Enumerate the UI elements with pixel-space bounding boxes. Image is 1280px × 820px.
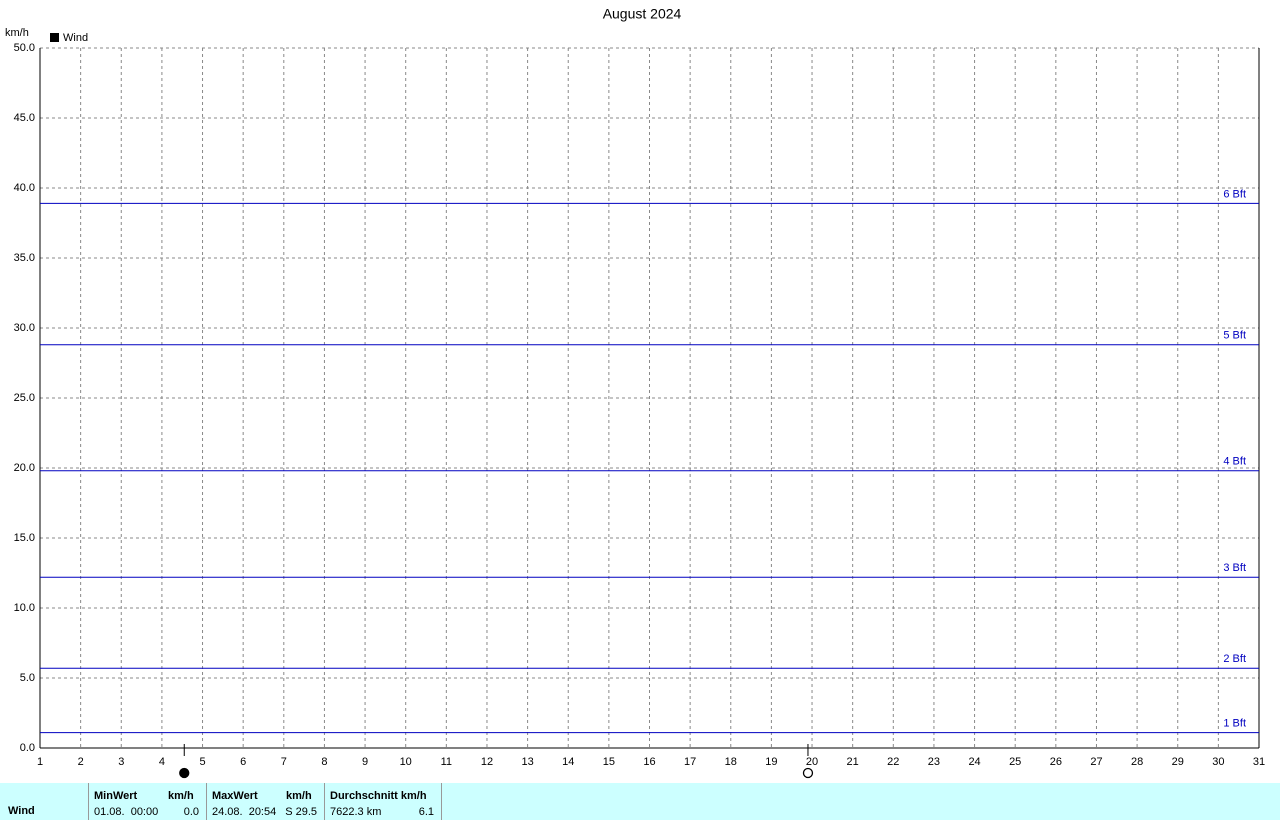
row-label: Wind: [8, 805, 35, 817]
x-tick-label: 1: [37, 756, 43, 768]
column-header: MinWert: [94, 790, 138, 802]
column-divider: [324, 783, 325, 820]
legend-swatch: [50, 33, 59, 42]
x-tick-label: 12: [481, 756, 493, 768]
x-tick-label: 19: [765, 756, 777, 768]
column-when: 01.08. 00:00: [94, 806, 159, 818]
x-tick-label: 31: [1253, 756, 1265, 768]
x-tick-label: 10: [400, 756, 412, 768]
column-divider: [206, 783, 207, 820]
x-tick-label: 13: [521, 756, 533, 768]
y-tick-label: 30.0: [14, 322, 35, 334]
beaufort-label: 5 Bft: [1223, 330, 1246, 342]
x-tick-label: 14: [562, 756, 574, 768]
y-tick-label: 35.0: [14, 252, 35, 264]
y-tick-label: 10.0: [14, 602, 35, 614]
x-tick-label: 6: [240, 756, 246, 768]
x-tick-label: 25: [1009, 756, 1021, 768]
x-tick-label: 9: [362, 756, 368, 768]
column-unit: km/h: [286, 790, 312, 802]
x-tick-label: 24: [968, 756, 980, 768]
column-value: 0.0: [183, 806, 199, 818]
column-divider: [441, 783, 442, 820]
y-tick-label: 25.0: [14, 392, 35, 404]
beaufort-label: 1 Bft: [1223, 718, 1246, 730]
x-tick-label: 28: [1131, 756, 1143, 768]
y-tick-label: 0.0: [20, 742, 35, 754]
y-tick-label: 5.0: [20, 672, 35, 684]
column-when: 24.08. 20:54: [212, 806, 277, 818]
beaufort-label: 2 Bft: [1223, 653, 1246, 665]
column-header: MaxWert: [212, 790, 258, 802]
moon-phase: [802, 767, 814, 779]
y-tick-label: 20.0: [14, 462, 35, 474]
chart-title: August 2024: [603, 6, 682, 22]
x-tick-label: 21: [847, 756, 859, 768]
beaufort-label: 3 Bft: [1223, 562, 1246, 574]
x-tick-label: 18: [725, 756, 737, 768]
column-when: 7622.3 km: [330, 806, 382, 818]
x-tick-label: 23: [928, 756, 940, 768]
x-tick-label: 8: [321, 756, 327, 768]
x-tick-label: 20: [806, 756, 818, 768]
x-tick-label: 5: [199, 756, 205, 768]
x-tick-label: 22: [887, 756, 899, 768]
x-tick-label: 17: [684, 756, 696, 768]
x-tick-label: 11: [441, 756, 452, 768]
moon-phase: [179, 767, 190, 779]
x-tick-label: 26: [1050, 756, 1062, 768]
chart: August 2024 km/h 0.0 5.0 10.0 15.0 20.0 25.0 3…: [5, 6, 1265, 779]
y-tick-label: 15.0: [14, 532, 35, 544]
summary-table: Wind MinWert km/h 01.08. 00:00 0.0 MaxWert km…: [0, 783, 1280, 820]
column-value: 6.1: [418, 806, 434, 818]
x-tick-label: 3: [118, 756, 124, 768]
column-divider: [88, 783, 89, 820]
x-tick-label: 30: [1212, 756, 1224, 768]
x-tick-label: 7: [281, 756, 287, 768]
legend-label: Wind: [63, 32, 88, 44]
y-tick-label: 40.0: [14, 182, 35, 194]
y-axis-label: km/h: [5, 27, 29, 39]
beaufort-label: 4 Bft: [1223, 456, 1246, 468]
y-tick-label: 45.0: [14, 112, 35, 124]
y-tick-label: 50.0: [14, 42, 35, 54]
x-tick-label: 29: [1172, 756, 1184, 768]
x-tick-label: 16: [643, 756, 655, 768]
x-tick-label: 15: [603, 756, 615, 768]
x-tick-label: 4: [159, 756, 165, 768]
x-tick-label: 27: [1090, 756, 1102, 768]
beaufort-label: 6 Bft: [1223, 188, 1246, 200]
column-unit: km/h: [168, 790, 194, 802]
x-tick-label: 2: [78, 756, 84, 768]
column-header: Durchschnitt km/h: [330, 790, 427, 802]
column-value: S 29.5: [285, 806, 317, 818]
